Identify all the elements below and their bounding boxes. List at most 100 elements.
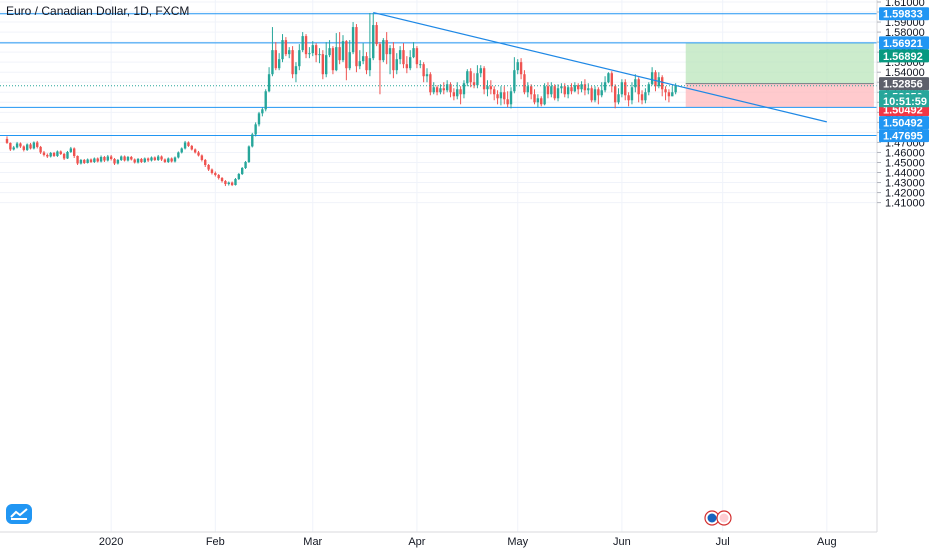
loss-zone[interactable] [685, 83, 874, 108]
candle-body [445, 84, 449, 91]
candle-body [227, 182, 230, 185]
chart-title: Euro / Canadian Dollar, 1D, FXCM [6, 4, 190, 18]
candle-body [25, 144, 29, 150]
candle-body [133, 159, 136, 163]
candle-body [52, 152, 56, 156]
candle-body [160, 156, 163, 160]
candle-body [577, 85, 580, 90]
candle-body [193, 149, 197, 153]
candle-body [563, 86, 566, 95]
candle-body [624, 82, 627, 96]
price-tick-label: 1.54000 [885, 67, 925, 79]
candle-body [69, 148, 73, 152]
candle-body [341, 41, 345, 61]
candle-body [627, 95, 630, 101]
candle-body [113, 158, 116, 164]
candle-body [560, 86, 563, 89]
candle-body [109, 156, 113, 159]
candle-body [469, 71, 472, 83]
price-tick-label: 1.42000 [885, 188, 925, 200]
horizontal-levels[interactable] [0, 13, 877, 136]
candle-body [378, 44, 382, 61]
candle-body [197, 152, 200, 156]
candle-body [116, 159, 120, 164]
profit-zone[interactable] [685, 42, 874, 84]
candle-body [217, 175, 220, 179]
candle-body [12, 147, 15, 150]
trendline-segment[interactable] [373, 11, 827, 123]
candle-body [220, 178, 224, 182]
candle-body [405, 64, 409, 69]
candle-body [5, 138, 9, 143]
candle-body [120, 156, 123, 160]
long-position-zones[interactable] [685, 42, 874, 108]
candle-body [257, 113, 261, 125]
candle-body [435, 87, 439, 93]
candle-body [674, 85, 677, 93]
candle-body [146, 158, 150, 161]
time-tick-label: Jul [716, 536, 730, 548]
price-tick-label: 1.44000 [885, 168, 925, 180]
time-tick-label: Aug [817, 536, 837, 548]
candle-body [640, 94, 644, 101]
candle-body [590, 88, 593, 101]
candle-body [472, 82, 476, 86]
candle-body [519, 62, 523, 75]
price-tag-label: 1.50492 [883, 105, 923, 117]
candle-body [466, 71, 469, 84]
candle-body [543, 86, 546, 105]
time-tick-label: Mar [303, 536, 322, 548]
candle-body [150, 157, 153, 161]
candle-body [177, 152, 180, 158]
trendline[interactable] [373, 11, 827, 123]
candle-body [644, 92, 647, 101]
candle-body [62, 153, 66, 159]
candle-body [613, 86, 617, 103]
candle-body [506, 99, 509, 105]
candle-body [288, 50, 291, 55]
candle-body [46, 154, 49, 157]
candle-body [79, 159, 83, 164]
candle-body [190, 145, 193, 150]
tradingview-logo-icon[interactable] [6, 504, 32, 524]
candle-body [224, 181, 227, 185]
candle-body [526, 86, 529, 93]
candle-body [123, 156, 126, 161]
candle-body [496, 94, 499, 99]
candle-body [42, 152, 46, 155]
candle-body [523, 74, 526, 93]
candle-body [607, 73, 610, 83]
price-tags: 1.598331.569211.568921.528561.526501.504… [879, 7, 929, 143]
price-tag-box [879, 49, 929, 63]
candle-body [634, 79, 637, 88]
candle-body [620, 82, 624, 95]
candle-body [583, 84, 587, 91]
price-tag-label: 1.50492 [883, 118, 923, 130]
price-tag-box [879, 7, 929, 21]
candle-body [167, 158, 170, 162]
candle-body [630, 87, 634, 101]
candle-body [66, 151, 69, 159]
candle-body [499, 92, 503, 99]
candle-body [553, 86, 556, 99]
price-tag-label: 1.56892 [883, 51, 923, 63]
time-axis[interactable]: 2020 Feb Mar Apr May Jun Jul Aug [99, 536, 837, 548]
candle-body [459, 89, 462, 95]
candle-body [556, 88, 560, 99]
candle-body [546, 86, 550, 95]
price-tag-label: 1.47695 [883, 131, 923, 143]
candle-body [617, 94, 620, 103]
candle-body [637, 79, 640, 95]
candle-body [479, 68, 482, 74]
candle-body [103, 156, 106, 161]
candle-body [298, 50, 301, 67]
candle-body [375, 25, 378, 45]
candle-body [39, 146, 42, 153]
candle-body [597, 89, 600, 96]
candle-body [348, 52, 351, 69]
time-tick-label: May [507, 536, 528, 548]
candle-body [163, 159, 167, 162]
candle-body [271, 50, 274, 75]
candle-body [476, 73, 479, 86]
